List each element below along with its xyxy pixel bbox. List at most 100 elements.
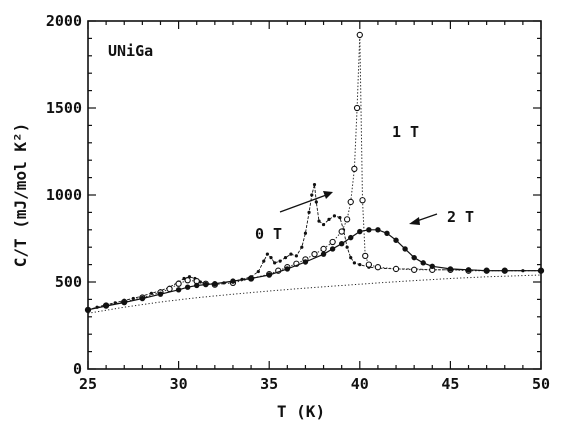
x-tick-label: 50 (532, 375, 550, 393)
data-point (420, 260, 426, 266)
data-point (269, 256, 273, 260)
y-tick-label: 2000 (46, 12, 82, 30)
field-label-0T: 0 T (255, 225, 282, 243)
data-point (149, 291, 154, 295)
data-point (447, 266, 454, 272)
data-point (465, 267, 472, 273)
data-point (365, 261, 373, 268)
series-layer (84, 31, 545, 314)
data-point (314, 200, 318, 204)
data-point (194, 282, 200, 289)
data-point (303, 231, 308, 235)
data-point (266, 272, 272, 278)
data-point (356, 31, 363, 39)
series-s2 (85, 227, 544, 313)
data-point (357, 228, 363, 235)
data-point (256, 269, 260, 274)
data-point (329, 238, 336, 246)
data-point (284, 266, 291, 272)
data-point (139, 295, 146, 302)
plot-frame (87, 20, 542, 370)
data-point (248, 275, 254, 282)
data-point (175, 280, 182, 287)
data-point (362, 252, 369, 260)
data-point (321, 222, 326, 227)
data-point (302, 259, 309, 265)
data-point (203, 281, 209, 288)
data-point (230, 278, 236, 284)
series-line (87, 229, 541, 311)
data-point (283, 256, 288, 260)
data-point (347, 198, 354, 206)
data-point (483, 267, 490, 274)
data-point (294, 254, 298, 258)
data-point (320, 245, 327, 253)
data-point (310, 193, 314, 197)
data-point (175, 287, 182, 293)
data-point (327, 217, 331, 221)
data-point (366, 227, 372, 233)
x-tick-label: 25 (79, 375, 97, 393)
data-point (353, 104, 361, 112)
data-point (289, 252, 293, 256)
y-tick-label: 1000 (46, 186, 82, 204)
data-point (338, 241, 345, 247)
data-point (384, 230, 390, 236)
data-point (307, 210, 311, 214)
data-point (332, 214, 337, 218)
data-point (411, 266, 418, 273)
data-point (103, 303, 109, 309)
lattice-line (87, 274, 542, 314)
x-tick-label: 30 (170, 375, 188, 393)
data-point (538, 267, 544, 274)
y-tick-label: 0 (73, 360, 82, 378)
data-point (317, 219, 321, 223)
data-point (358, 263, 362, 267)
data-point (338, 228, 345, 235)
data-point (392, 265, 400, 273)
data-point (265, 252, 269, 256)
data-point (351, 165, 358, 173)
data-point (375, 227, 381, 233)
series-line (87, 184, 541, 311)
axis-ticks (87, 20, 542, 370)
x-tick-label: 40 (351, 375, 369, 393)
arrow-2T (409, 213, 438, 225)
field-label-1T: 1 T (392, 123, 419, 141)
data-point (312, 182, 317, 187)
data-point (320, 251, 327, 257)
data-point (348, 234, 354, 241)
data-point (311, 251, 318, 258)
data-point (411, 254, 417, 261)
sample-label: UNiGa (108, 42, 153, 60)
y-tick-label: 500 (55, 273, 82, 291)
data-point (502, 267, 508, 274)
data-point (262, 259, 266, 263)
series-lattice (87, 274, 542, 314)
data-point (157, 291, 164, 297)
x-tick-label: 35 (260, 375, 278, 393)
field-label-2T: 2 T (447, 208, 474, 226)
data-point (374, 264, 382, 271)
data-point (273, 261, 277, 265)
data-point (278, 259, 282, 263)
data-point (212, 281, 218, 287)
data-point (402, 246, 408, 252)
y-axis-label: C/T (mJ/mol K²) (11, 123, 30, 268)
data-point (429, 263, 435, 270)
y-tick-label: 1500 (46, 99, 82, 117)
data-point (393, 237, 399, 243)
data-point (166, 285, 173, 293)
data-point (184, 284, 191, 290)
x-tick-label: 45 (441, 375, 459, 393)
data-point (343, 216, 351, 223)
data-point (121, 299, 127, 306)
data-point (300, 245, 304, 249)
data-point (338, 216, 342, 220)
data-point (352, 261, 356, 265)
data-point (329, 246, 336, 252)
data-point (184, 277, 191, 284)
series-s0 (86, 182, 543, 312)
series-line (87, 34, 541, 311)
data-point (349, 256, 353, 260)
